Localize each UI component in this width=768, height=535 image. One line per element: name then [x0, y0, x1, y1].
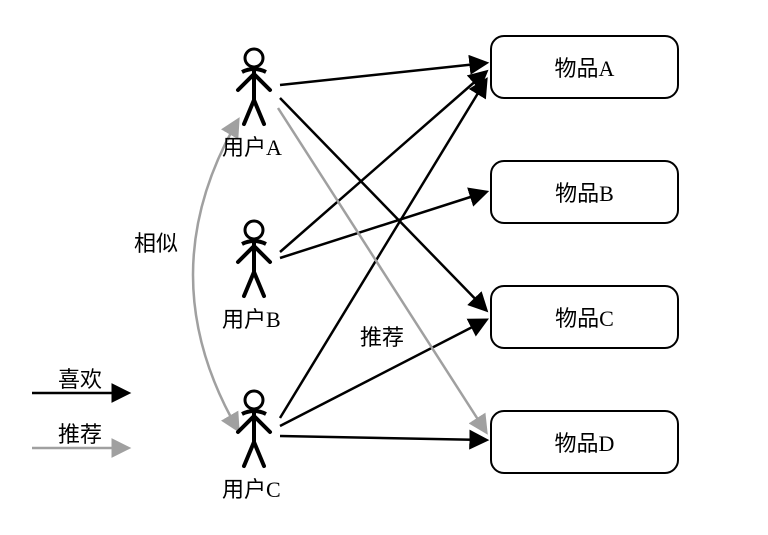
diagram-canvas: 物品A 物品B 物品C 物品D 用户A 用户B 用户C 相似 推荐 喜欢 推荐	[0, 0, 768, 535]
item-c-label: 物品C	[555, 301, 614, 333]
item-d-label: 物品D	[555, 426, 615, 458]
user-a-label: 用户A	[222, 130, 282, 162]
item-b-label: 物品B	[555, 176, 614, 208]
item-box-b: 物品B	[490, 160, 679, 224]
item-box-c: 物品C	[490, 285, 679, 349]
legend-recommend-label: 推荐	[58, 417, 102, 449]
edge-similarity	[193, 120, 238, 430]
edge-like-C-D	[280, 436, 486, 440]
legend-like-label: 喜欢	[58, 362, 102, 394]
user-c-icon	[238, 391, 270, 466]
item-box-d: 物品D	[490, 410, 679, 474]
user-b-label: 用户B	[222, 302, 281, 334]
item-a-label: 物品A	[555, 51, 615, 83]
recommend-edge-label: 推荐	[360, 320, 404, 352]
edge-like-A-A	[280, 63, 486, 85]
edge-recommend-A-D	[278, 108, 486, 432]
user-c-label: 用户C	[222, 472, 281, 504]
item-box-a: 物品A	[490, 35, 679, 99]
user-b-icon	[238, 221, 270, 296]
user-a-icon	[238, 49, 270, 124]
similarity-label: 相似	[134, 226, 178, 258]
